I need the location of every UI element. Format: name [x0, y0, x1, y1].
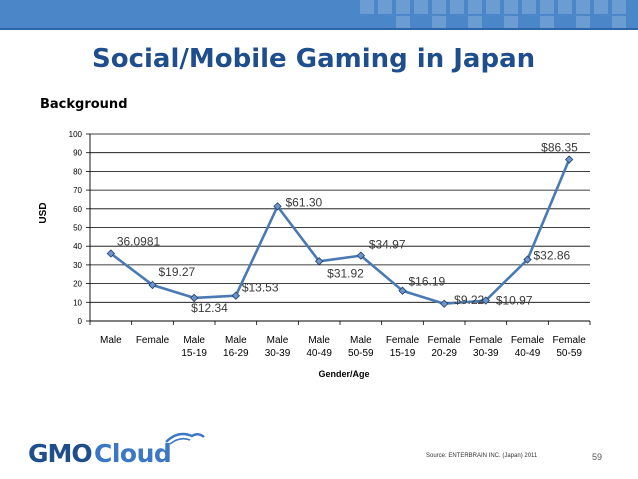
x-axis-label: Gender/Age	[318, 369, 369, 379]
series-layer	[106, 155, 574, 308]
label-layer: 36.0981 $19.27 $12.34 $13.53 $61.30 $31.92 $34…	[117, 141, 578, 315]
data-point	[273, 202, 282, 211]
x-tick-label: Male	[100, 335, 122, 346]
data-point	[481, 296, 490, 305]
x-tick-label-line2: 50-59	[348, 348, 374, 359]
x-tick-label: Female	[552, 335, 586, 346]
x-tick-label-line2: 20-29	[431, 348, 457, 359]
data-label: $31.92	[327, 266, 364, 280]
y-tick-label: 100	[69, 130, 83, 139]
page-number: 59	[592, 452, 603, 462]
x-tick-label: Female	[386, 335, 420, 346]
x-tick-label-line2: 40-49	[515, 348, 541, 359]
y-tick-label: 60	[73, 205, 82, 214]
y-tick-label: 90	[73, 149, 82, 158]
y-tick-label: 40	[73, 242, 82, 251]
x-tick-label-line2: 15-19	[390, 348, 416, 359]
x-tick-label: Male	[267, 335, 289, 346]
data-label: $12.34	[191, 301, 228, 315]
svg-text:Cloud: Cloud	[94, 439, 171, 468]
top-bar-graphic	[0, 0, 638, 30]
data-label: 36.0981	[117, 234, 161, 248]
x-tick-label: Female	[136, 335, 170, 346]
x-tick-label: Male	[225, 335, 247, 346]
x-tick-label-line2: 30-39	[473, 348, 499, 359]
slide-title: Social/Mobile Gaming in Japan	[92, 44, 536, 74]
data-point	[398, 286, 407, 295]
logo-graphic: GMO Cloud	[28, 432, 205, 468]
x-tick-label-line2: 30-39	[265, 348, 291, 359]
x-tick-label: Male	[308, 335, 330, 346]
slide-top-bar	[0, 0, 638, 30]
y-tick-label: 10	[73, 298, 82, 307]
x-tick-label: Female	[427, 335, 461, 346]
data-point	[356, 251, 365, 260]
data-label: $13.53	[242, 281, 279, 295]
svg-text:GMO: GMO	[28, 439, 92, 468]
data-label: $86.35	[541, 141, 578, 155]
data-point	[440, 299, 449, 308]
data-point	[315, 257, 324, 266]
data-label: $61.30	[286, 195, 323, 209]
data-point	[565, 155, 574, 164]
data-label: $9.22	[454, 293, 484, 307]
line-chart: 0 10 20 30 40 50 60 70 80 90 100 Male Female Male 15-1…	[38, 130, 591, 379]
y-tick-label: 20	[73, 280, 82, 289]
x-tick-label: Female	[469, 335, 503, 346]
data-label: $32.86	[534, 249, 571, 263]
data-label: $34.97	[369, 238, 406, 252]
data-point	[148, 280, 157, 290]
axis-layer: 0 10 20 30 40 50 60 70 80 90 100 Male Female Male 15-1…	[69, 130, 591, 359]
x-tick-label-line2: 40-49	[306, 348, 332, 359]
x-tick-label-line2: 16-29	[223, 348, 249, 359]
y-axis-label: USD	[38, 202, 49, 223]
series-line	[110, 159, 571, 306]
source-note: Source: ENTERBRAIN INC. (Japan) 2011	[426, 453, 538, 459]
x-tick-label: Male	[350, 335, 372, 346]
slide-subtitle: Background	[40, 97, 128, 112]
x-tick-label-line2: 15-19	[181, 348, 207, 359]
y-tick-label: 80	[73, 167, 82, 176]
y-tick-label: 30	[73, 261, 82, 270]
data-point	[190, 293, 199, 303]
data-point	[523, 255, 532, 264]
y-tick-label: 0	[78, 317, 83, 326]
data-point	[106, 249, 115, 258]
x-tick-label-line2: 50-59	[556, 348, 582, 359]
y-tick-label: 50	[73, 224, 82, 233]
x-tick-label: Female	[511, 335, 545, 346]
x-tick-label: Male	[183, 335, 205, 346]
data-label: $16.19	[409, 275, 446, 289]
data-label: $10.97	[496, 293, 533, 307]
data-point	[231, 291, 240, 300]
gmo-cloud-logo: GMO Cloud	[28, 428, 218, 468]
grid-layer	[90, 133, 590, 303]
y-tick-label: 70	[73, 186, 82, 195]
data-label: $19.27	[159, 265, 196, 279]
